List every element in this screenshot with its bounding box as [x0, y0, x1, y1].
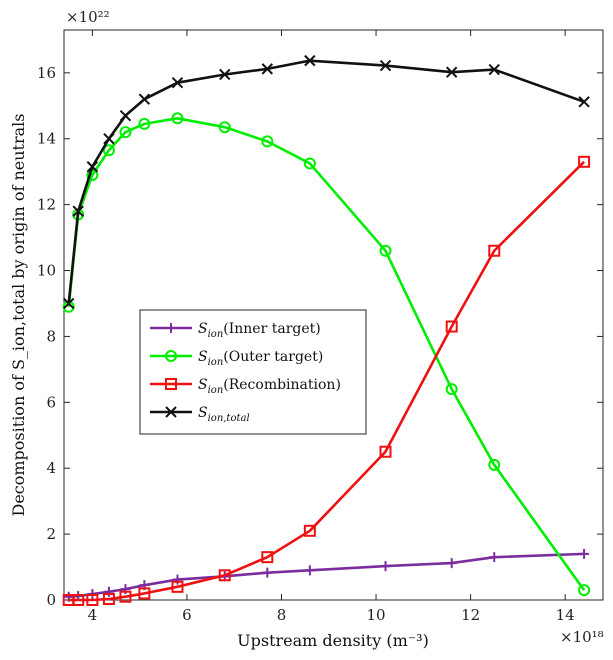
data-point: [72, 205, 84, 217]
data-point: [86, 161, 99, 173]
x-axis-label: Upstream density (m⁻³): [237, 631, 429, 650]
data-point: [86, 594, 99, 606]
data-point: [102, 144, 115, 157]
data-point: [379, 59, 392, 72]
data-point: [119, 590, 132, 603]
data-point: [103, 586, 114, 597]
y-tick-label: 4: [46, 459, 56, 477]
legend-label: Sion(Outer target): [198, 349, 323, 368]
x-tick-label: 10: [367, 606, 386, 624]
data-point: [578, 584, 591, 597]
x-tick-label: 6: [182, 606, 192, 624]
data-point: [488, 63, 500, 76]
data-point: [218, 121, 231, 134]
data-point: [488, 458, 501, 471]
data-point: [261, 63, 274, 75]
data-point: [172, 574, 183, 585]
y-tick-label: 2: [46, 525, 56, 543]
legend-entry: Sion(Outer target): [150, 349, 323, 368]
y-tick-label: 6: [46, 393, 56, 411]
series-1: [63, 548, 590, 602]
legend-label: Sion(Recombination): [198, 377, 341, 396]
data-point: [171, 112, 184, 125]
data-point: [304, 565, 315, 576]
data-point: [446, 558, 457, 569]
data-point: [138, 587, 151, 600]
data-point: [261, 551, 274, 564]
x-tick-label: 14: [556, 606, 575, 624]
y-tick-label: 0: [46, 591, 56, 609]
data-point: [379, 445, 392, 458]
series-line: [67, 59, 585, 304]
y-tick-label: 10: [37, 262, 56, 280]
legend-marker: [165, 378, 177, 390]
data-point: [262, 567, 273, 578]
x-axis-label-text: Upstream density (m⁻³): [237, 631, 429, 650]
data-point: [138, 93, 151, 105]
data-point: [219, 68, 231, 81]
x-tick-labels: 4 6 8 10 12 14: [88, 606, 575, 624]
y-tick-labels: 0 2 4 6 8 10 12 14 16: [37, 64, 56, 609]
legend-entry: Sion(Recombination): [150, 377, 341, 396]
data-point: [171, 77, 184, 89]
data-point: [445, 66, 458, 78]
x-tick-label: 8: [277, 606, 287, 624]
legend-marker: [165, 406, 177, 418]
y-tick-label: 8: [46, 327, 56, 345]
y-tick-label: 14: [37, 130, 56, 148]
data-point: [303, 524, 316, 537]
data-point: [578, 96, 590, 108]
data-point: [63, 297, 75, 310]
x-multiplier: ×10¹⁸: [560, 628, 604, 646]
data-point: [380, 561, 391, 572]
data-point: [171, 580, 184, 593]
legend-label: Sion(Inner target): [198, 321, 321, 340]
data-point: [304, 54, 316, 67]
data-point: [218, 569, 231, 582]
data-point: [579, 548, 590, 559]
data-point: [102, 593, 115, 606]
series-line: [68, 160, 586, 602]
legend-label: Sion,total: [198, 405, 250, 424]
data-point: [119, 126, 132, 139]
x-tick-label: 12: [461, 606, 480, 624]
y-tick-label: 16: [37, 64, 56, 82]
data-point: [445, 320, 458, 333]
y-axis-label: Decomposition of S_ion,total by origin o…: [9, 114, 28, 517]
data-point: [379, 244, 392, 257]
data-point: [303, 157, 316, 170]
series-4: [63, 54, 590, 310]
series-3: [62, 155, 591, 606]
data-point: [103, 133, 115, 145]
data-point: [72, 594, 85, 606]
legend-entry: Sion(Inner target): [150, 321, 321, 340]
legend: Sion(Inner target) Sion(Outer target) Sion…: [139, 309, 367, 435]
legend-entry: Sion,total: [150, 405, 250, 424]
series-group: [62, 54, 591, 606]
data-point: [445, 383, 458, 396]
legend-marker: [166, 323, 176, 333]
data-point: [119, 109, 132, 122]
data-point: [578, 155, 591, 168]
data-point: [261, 135, 274, 148]
data-point: [489, 552, 500, 563]
x-tick-label: 4: [88, 606, 98, 624]
y-axis-label-text: Decomposition of S_ion,total by origin o…: [9, 114, 28, 517]
legend-marker: [165, 350, 177, 362]
data-point: [138, 117, 151, 130]
legend-box: [139, 309, 367, 435]
y-tick-label: 12: [37, 196, 56, 214]
y-multiplier: ×10²²: [66, 8, 110, 26]
data-point: [488, 244, 501, 257]
